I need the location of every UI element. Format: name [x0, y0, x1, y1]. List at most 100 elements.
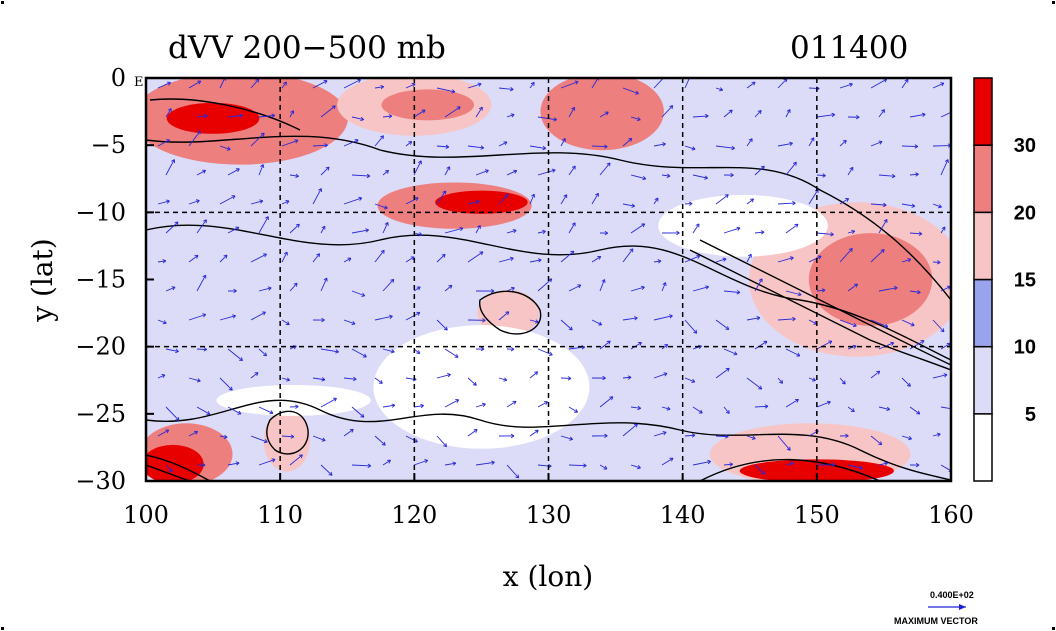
wind-vector-head [731, 145, 735, 151]
wind-vector-head [479, 251, 484, 256]
wind-vector-head [417, 160, 422, 165]
wind-vector [723, 406, 730, 414]
wind-vector [715, 145, 735, 149]
wind-vector [320, 397, 337, 408]
wind-vector-head [704, 113, 709, 119]
wind-vector-head [604, 433, 608, 439]
wind-vector [909, 340, 925, 350]
wind-vector-head [849, 166, 854, 171]
wind-vector [258, 348, 267, 357]
wind-vector-head [597, 255, 602, 260]
wind-vector [250, 435, 268, 443]
wind-vector-head [571, 165, 576, 170]
wind-vector [405, 197, 419, 205]
wind-vector-head [906, 382, 911, 387]
wind-vector [529, 259, 542, 263]
wind-vector-head [459, 226, 464, 232]
wind-vector [219, 377, 233, 391]
wind-vector [560, 81, 579, 89]
wind-vector [157, 319, 167, 324]
wind-vector-head [826, 400, 831, 405]
wind-vector [529, 82, 535, 89]
wind-vector [785, 462, 794, 466]
wind-vector [909, 406, 921, 415]
wind-vector [343, 377, 357, 380]
y-tick-label: −10 [75, 198, 126, 226]
wind-vector-head [388, 114, 393, 119]
wind-vector-head [792, 316, 796, 322]
wind-vector [785, 290, 802, 296]
grid-lines [146, 78, 951, 481]
wind-vector [816, 174, 826, 177]
wind-vector-head [747, 253, 752, 258]
wind-vector-head [175, 348, 179, 354]
wind-vector-head [724, 194, 729, 199]
wind-vector-head [260, 132, 265, 137]
wind-vector-head [349, 428, 354, 433]
wind-vector-head [828, 340, 833, 345]
wind-vector [258, 164, 264, 176]
wind-vector [320, 277, 328, 292]
wind-vector [808, 189, 819, 205]
wind-vector [715, 435, 729, 438]
wind-vector-head [940, 82, 945, 87]
wind-vector-head [318, 188, 322, 193]
wind-vector [715, 258, 727, 263]
wind-vector-head [321, 317, 325, 323]
wind-vector [506, 287, 515, 292]
wind-vector [227, 226, 240, 234]
wind-vector-head [574, 408, 578, 413]
wind-vector-head [636, 116, 641, 122]
wind-vector [932, 203, 942, 208]
wind-vector [932, 433, 941, 437]
wind-vector-head [358, 196, 363, 201]
wind-vector-head [510, 346, 515, 352]
wind-vector [808, 319, 818, 325]
wind-vector [785, 223, 799, 234]
wind-vector-head [637, 465, 641, 470]
wind-vector-head [360, 413, 365, 418]
wind-vector [777, 202, 796, 205]
wind-vector-head [604, 230, 609, 236]
wind-vector [878, 342, 894, 350]
wind-vector [165, 159, 175, 176]
wind-vector-head [534, 429, 539, 434]
wind-vector [692, 460, 711, 466]
wind-vector-head [691, 378, 696, 383]
wind-vector [839, 83, 853, 89]
wind-vector [444, 348, 459, 358]
wind-vector-head [817, 255, 822, 260]
contour-region [739, 459, 894, 481]
wind-vector-head [223, 254, 228, 259]
colorbar-segment [973, 278, 993, 348]
wind-vector-head [878, 140, 883, 145]
wind-vector-head [166, 139, 170, 144]
wind-vector [529, 145, 546, 149]
wind-vector-head [751, 435, 756, 440]
wind-vector [444, 166, 451, 176]
wind-vector-head [456, 106, 461, 111]
wind-vector [777, 377, 783, 384]
wind-vector-head [855, 114, 860, 120]
wind-vector [405, 141, 413, 147]
wind-vector [281, 377, 290, 381]
wind-vector [622, 376, 632, 379]
wind-vector [289, 454, 303, 466]
wind-vector [343, 257, 352, 263]
wind-vector [870, 78, 887, 89]
wind-vector [312, 435, 326, 441]
colorbar-segment [973, 345, 993, 415]
wind-vector-head [849, 82, 853, 87]
wind-vector [653, 373, 668, 379]
wind-vector [878, 287, 898, 292]
wind-vector-head [884, 461, 888, 466]
contour-region [373, 325, 590, 449]
wind-vector [157, 374, 166, 379]
wind-vector [405, 312, 421, 321]
wind-vector [227, 348, 243, 361]
wind-vector [909, 113, 926, 118]
wind-vector [839, 139, 847, 147]
wind-vector-head [271, 113, 276, 118]
wind-vector-head [480, 346, 485, 352]
